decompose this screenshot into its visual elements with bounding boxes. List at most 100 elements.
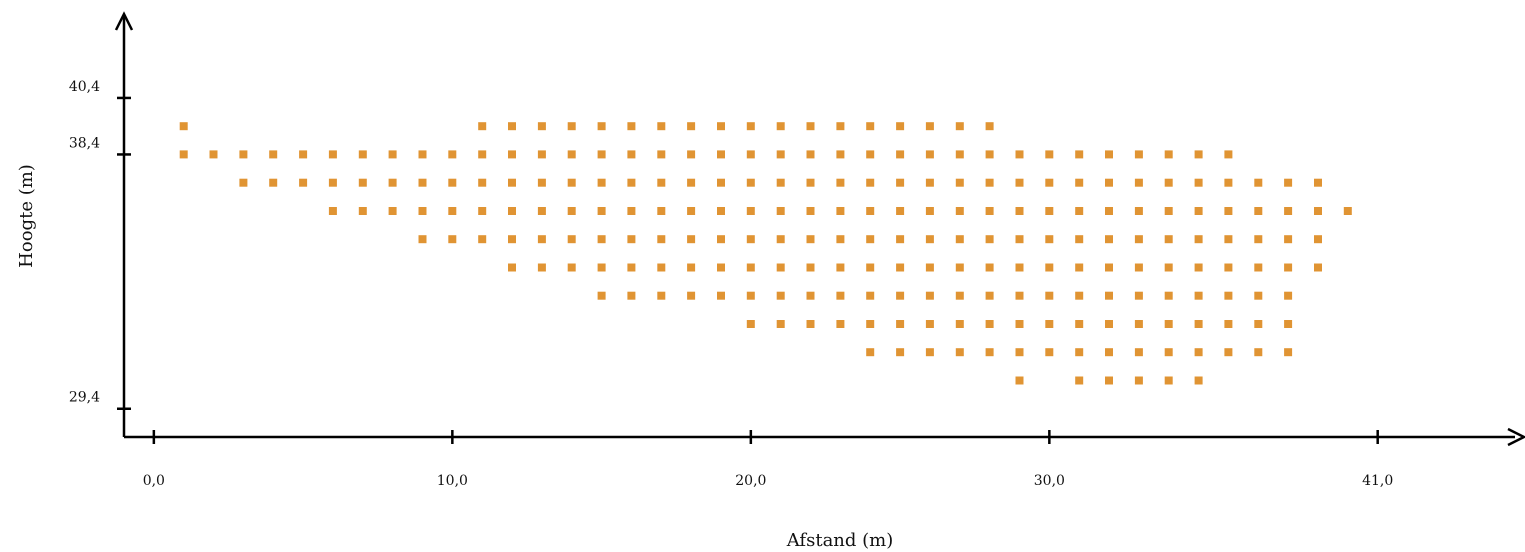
data-point bbox=[239, 150, 248, 159]
data-point bbox=[955, 150, 964, 159]
data-point bbox=[1284, 207, 1293, 215]
data-point bbox=[478, 150, 487, 159]
x-ticks: 0,0 10,0 20,0 30,0 41,0 bbox=[143, 430, 1393, 489]
data-point bbox=[209, 150, 218, 159]
data-point bbox=[687, 235, 696, 244]
data-point bbox=[1224, 348, 1233, 357]
data-point bbox=[1284, 235, 1293, 244]
data-point bbox=[896, 291, 905, 300]
data-point bbox=[1164, 207, 1173, 215]
data-point bbox=[537, 263, 546, 272]
data-point bbox=[299, 178, 308, 187]
data-point bbox=[478, 207, 487, 215]
data-point bbox=[1075, 207, 1084, 215]
data-point bbox=[866, 320, 875, 328]
data-point bbox=[717, 291, 725, 300]
data-point bbox=[627, 122, 636, 131]
data-point bbox=[1194, 376, 1203, 385]
data-point bbox=[866, 178, 875, 187]
data-point bbox=[1134, 235, 1143, 244]
data-point bbox=[985, 348, 994, 357]
data-point bbox=[418, 178, 427, 187]
data-point bbox=[358, 207, 367, 215]
data-point bbox=[448, 207, 457, 215]
data-point bbox=[567, 235, 576, 244]
data-point bbox=[1134, 376, 1143, 385]
data-point bbox=[1105, 376, 1113, 385]
data-point bbox=[388, 150, 397, 159]
data-point bbox=[687, 263, 696, 272]
data-point bbox=[1254, 348, 1263, 357]
data-point bbox=[597, 207, 606, 215]
data-point bbox=[1075, 150, 1084, 159]
data-point bbox=[985, 178, 994, 187]
data-point bbox=[1105, 348, 1113, 357]
data-point bbox=[537, 178, 546, 187]
data-point bbox=[776, 263, 785, 272]
data-point bbox=[508, 263, 516, 272]
data-point bbox=[1105, 178, 1113, 187]
data-point bbox=[478, 178, 487, 187]
data-point bbox=[1134, 320, 1143, 328]
data-point bbox=[567, 207, 576, 215]
data-point bbox=[627, 150, 636, 159]
data-point bbox=[746, 320, 755, 328]
data-point bbox=[717, 207, 725, 215]
data-point bbox=[1134, 178, 1143, 187]
data-point bbox=[1015, 235, 1024, 244]
data-point bbox=[896, 178, 905, 187]
data-point bbox=[866, 235, 875, 244]
data-point bbox=[627, 235, 636, 244]
data-point bbox=[896, 235, 905, 244]
y-axis-arrow bbox=[114, 11, 134, 31]
data-point bbox=[717, 178, 725, 187]
data-point bbox=[985, 235, 994, 244]
data-point bbox=[478, 235, 487, 244]
data-point bbox=[1254, 235, 1263, 244]
data-point bbox=[418, 150, 427, 159]
data-point bbox=[866, 122, 875, 131]
data-point bbox=[955, 291, 964, 300]
data-point bbox=[657, 178, 666, 187]
data-point bbox=[1045, 263, 1054, 272]
data-point bbox=[657, 207, 666, 215]
data-point bbox=[806, 263, 815, 272]
data-point bbox=[508, 207, 516, 215]
data-point bbox=[985, 150, 994, 159]
x-axis-title: Afstand (m) bbox=[786, 530, 894, 551]
data-point bbox=[597, 235, 606, 244]
data-point bbox=[955, 263, 964, 272]
data-point bbox=[955, 235, 964, 244]
data-point bbox=[1075, 235, 1084, 244]
data-point bbox=[925, 178, 934, 187]
y-axis-title: Hoogte (m) bbox=[16, 164, 37, 268]
data-point bbox=[836, 235, 845, 244]
data-point bbox=[1015, 207, 1024, 215]
data-point bbox=[836, 178, 845, 187]
data-point bbox=[955, 320, 964, 328]
data-point bbox=[717, 150, 725, 159]
data-point bbox=[657, 263, 666, 272]
data-point bbox=[1254, 320, 1263, 328]
data-point bbox=[1075, 263, 1084, 272]
data-point bbox=[1134, 291, 1143, 300]
data-point bbox=[1075, 320, 1084, 328]
data-point bbox=[1164, 178, 1173, 187]
data-point bbox=[388, 178, 397, 187]
data-point bbox=[985, 207, 994, 215]
data-point bbox=[1314, 207, 1322, 215]
data-point bbox=[418, 207, 427, 215]
data-point bbox=[866, 263, 875, 272]
data-point bbox=[896, 320, 905, 328]
data-point bbox=[567, 122, 576, 131]
data-point bbox=[269, 150, 278, 159]
data-point bbox=[508, 178, 516, 187]
data-point bbox=[687, 122, 696, 131]
data-point bbox=[776, 291, 785, 300]
data-point bbox=[776, 150, 785, 159]
x-tick-label: 20,0 bbox=[735, 473, 766, 489]
data-point bbox=[836, 122, 845, 131]
data-point bbox=[1134, 263, 1143, 272]
y-ticks: 29,4 38,4 40,4 bbox=[69, 79, 131, 410]
data-point bbox=[896, 207, 905, 215]
